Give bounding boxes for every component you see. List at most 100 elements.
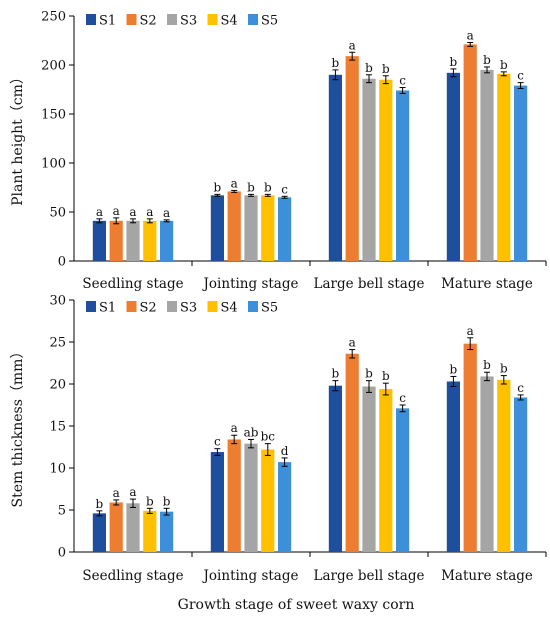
bar <box>396 90 410 261</box>
y-axis-title: Stem thickness（mm） <box>10 345 26 508</box>
bar <box>244 443 258 552</box>
bar <box>261 449 275 552</box>
significance-label: b <box>163 494 171 508</box>
x-tick-label: Jointing stage <box>202 568 299 584</box>
legend-swatch <box>167 301 177 312</box>
significance-label: b <box>146 494 154 508</box>
significance-label: c <box>517 381 524 395</box>
significance-label: b <box>382 62 390 76</box>
significance-label: a <box>349 336 356 350</box>
significance-label: a <box>113 486 120 500</box>
bar <box>480 69 494 262</box>
significance-label: a <box>129 205 136 219</box>
bar <box>463 44 477 261</box>
significance-label: a <box>129 485 136 499</box>
significance-label: c <box>214 435 221 449</box>
legend-entry: S2 <box>140 14 157 29</box>
bar <box>446 381 460 552</box>
significance-label: b <box>264 180 272 194</box>
significance-label: c <box>281 182 288 196</box>
significance-label: a <box>146 205 153 219</box>
bar <box>328 74 342 261</box>
significance-label: b <box>332 367 340 381</box>
legend-swatch <box>126 301 137 312</box>
bar <box>210 195 224 261</box>
bar <box>227 439 241 552</box>
significance-label: b <box>247 180 255 194</box>
x-tick-label: Large bell stage <box>314 568 425 584</box>
bar <box>463 343 477 552</box>
significance-label: b <box>483 358 491 372</box>
bar <box>92 513 106 552</box>
legend-swatch <box>248 301 258 312</box>
y-tick-label: 5 <box>58 504 66 519</box>
significance-label: c <box>399 391 406 405</box>
y-tick-label: 0 <box>58 546 66 561</box>
legend-swatch <box>248 14 258 25</box>
y-tick-label: 200 <box>41 59 66 74</box>
significance-label: b <box>483 53 491 67</box>
significance-label: b <box>500 362 508 376</box>
bar <box>497 379 511 552</box>
significance-label: a <box>231 176 238 190</box>
bar <box>362 78 376 261</box>
significance-label: b <box>450 55 458 69</box>
legend-swatch <box>86 301 96 312</box>
significance-label: bc <box>261 430 276 444</box>
significance-label: b <box>365 367 373 381</box>
bar <box>227 191 241 261</box>
x-tick-label: Mature stage <box>441 276 533 292</box>
significance-label: b <box>365 61 373 75</box>
legend-entry: S4 <box>221 301 238 316</box>
legend-swatch <box>207 301 218 312</box>
plant-height-chart: Plant height（cm） 0 50 100 150 200 250 Seedling… <box>10 10 547 292</box>
legend-entry: S2 <box>140 301 157 316</box>
bar <box>328 385 342 552</box>
legend-entry: S3 <box>180 301 197 316</box>
x-tick-label: Seedling stage <box>82 276 183 292</box>
bar <box>261 195 275 261</box>
y-tick-label: 10 <box>49 462 66 477</box>
significance-label: a <box>113 204 120 218</box>
y-tick-label: 30 <box>49 294 66 309</box>
bar <box>379 389 393 552</box>
significance-label: a <box>467 324 474 338</box>
bar <box>446 72 460 261</box>
significance-label: a <box>467 28 474 42</box>
significance-label: a <box>163 206 170 220</box>
bar <box>362 386 376 552</box>
significance-label: b <box>382 369 390 383</box>
y-tick-label: 50 <box>49 206 66 221</box>
bar <box>278 197 292 261</box>
bar <box>396 408 410 552</box>
bar <box>109 502 123 552</box>
bar <box>143 220 157 261</box>
y-axis-title: Plant height（cm） <box>10 70 26 206</box>
bar <box>497 73 511 261</box>
significance-label: a <box>96 205 103 219</box>
x-axis-title: Growth stage of sweet waxy corn <box>178 597 415 613</box>
stem-thickness-chart: Stem thickness（mm） Growth stage of sweet… <box>10 294 547 613</box>
bar <box>514 85 528 261</box>
significance-label: d <box>281 444 289 458</box>
y-tick-label: 150 <box>41 108 66 123</box>
y-tick-label: 250 <box>41 10 66 25</box>
y-tick-label: 15 <box>49 420 66 435</box>
significance-label: c <box>517 69 524 83</box>
legend-swatch <box>126 14 137 25</box>
bar <box>160 220 174 261</box>
significance-label: a <box>231 421 238 435</box>
bar <box>514 397 528 552</box>
y-tick-label: 0 <box>58 255 66 270</box>
significance-label: b <box>214 180 222 194</box>
significance-label: b <box>500 58 508 72</box>
significance-label: b <box>332 56 340 70</box>
bar <box>345 353 359 552</box>
legend-entry: S1 <box>99 301 116 316</box>
significance-label: b <box>450 362 458 376</box>
legend-entry: S5 <box>261 301 278 316</box>
y-tick-label: 20 <box>49 378 66 393</box>
bar <box>126 220 140 261</box>
y-tick-label: 25 <box>49 336 66 351</box>
